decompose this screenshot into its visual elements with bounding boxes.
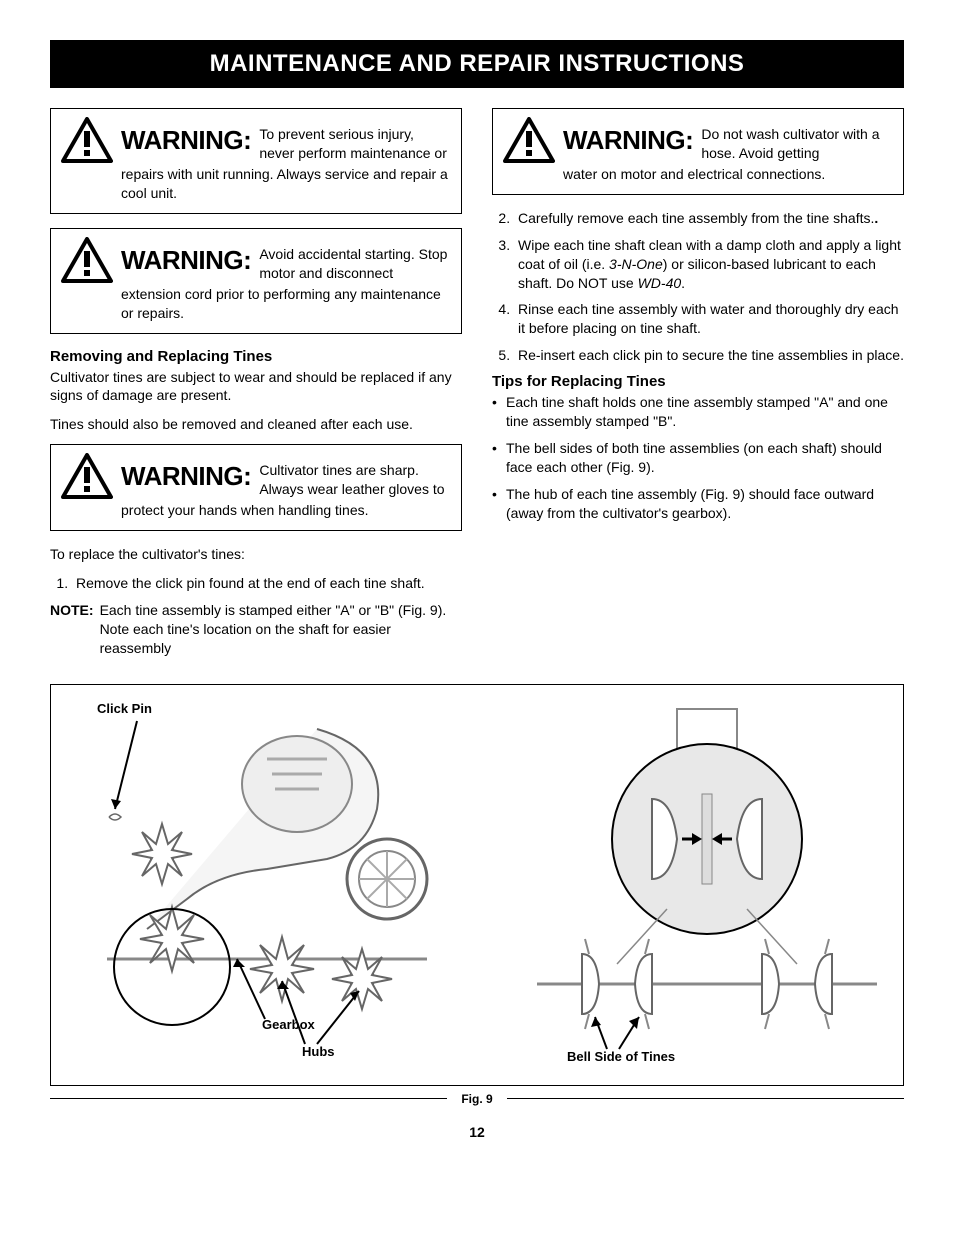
figure-9-box: Click Pin (50, 684, 904, 1086)
caption-rule (50, 1098, 447, 1099)
step-item: Re-insert each click pin to secure the t… (514, 346, 904, 365)
warning-triangle-icon (61, 117, 113, 163)
replace-intro: To replace the cultivator's tines: (50, 545, 462, 564)
figure-caption-row: Fig. 9 (50, 1092, 904, 1106)
step-item: Rinse each tine assembly with water and … (514, 300, 904, 338)
cultivator-illustration (67, 699, 467, 1069)
two-column-layout: WARNING: To prevent serious injury, neve… (50, 108, 904, 666)
tips-list: Each tine shaft holds one tine assembly … (492, 393, 904, 522)
warning-label: WARNING: (563, 117, 693, 158)
warning-text-cont: protect your hands when handling tines. (121, 501, 451, 520)
page-number: 12 (50, 1124, 904, 1140)
note-row: NOTE: Each tine assembly is stamped eith… (50, 601, 462, 658)
figure-right-panel: Bell Side of Tines (507, 699, 907, 1069)
warning-box-1: WARNING: To prevent serious injury, neve… (50, 108, 462, 214)
figure-left-panel: Click Pin (67, 699, 467, 1069)
warning-box-2: WARNING: Avoid accidental starting. Stop… (50, 228, 462, 334)
body-paragraph: Cultivator tines are subject to wear and… (50, 368, 462, 406)
warning-triangle-icon (503, 117, 555, 163)
section-heading-removing: Removing and Replacing Tines (50, 348, 462, 365)
label-bell-side: Bell Side of Tines (567, 1049, 675, 1064)
warning-text-cont: repairs with unit running. Always servic… (121, 165, 451, 203)
right-column: WARNING: Do not wash cultivator with a h… (492, 108, 904, 666)
warning-text-cont: extension cord prior to performing any m… (121, 285, 451, 323)
step-item: Wipe each tine shaft clean with a damp c… (514, 236, 904, 293)
warning-text: Avoid accidental starting. Stop motor an… (259, 237, 451, 283)
warning-label: WARNING: (121, 117, 251, 158)
tip-item: The hub of each tine assembly (Fig. 9) s… (492, 485, 904, 523)
tip-item: Each tine shaft holds one tine assembly … (492, 393, 904, 431)
warning-text: To prevent serious injury, never perform… (259, 117, 451, 163)
note-label: NOTE: (50, 601, 94, 658)
label-gearbox: Gearbox (262, 1017, 315, 1032)
caption-rule (507, 1098, 904, 1099)
label-hubs: Hubs (302, 1044, 335, 1059)
bell-side-illustration (507, 699, 907, 1069)
left-column: WARNING: To prevent serious injury, neve… (50, 108, 462, 666)
warning-triangle-icon (61, 453, 113, 499)
warning-text-cont: water on motor and electrical connection… (563, 165, 893, 184)
body-paragraph: Tines should also be removed and cleaned… (50, 415, 462, 434)
section-heading-tips: Tips for Replacing Tines (492, 373, 904, 390)
steps-list-right: Carefully remove each tine assembly from… (492, 209, 904, 365)
step-item: Remove the click pin found at the end of… (72, 574, 462, 593)
warning-box-4: WARNING: Do not wash cultivator with a h… (492, 108, 904, 195)
note-text: Each tine assembly is stamped either "A"… (100, 601, 462, 658)
step-item: Carefully remove each tine assembly from… (514, 209, 904, 228)
tip-item: The bell sides of both tine assemblies (… (492, 439, 904, 477)
warning-text: Do not wash cultivator with a hose. Avoi… (701, 117, 893, 163)
warning-text: Cultivator tines are sharp. Always wear … (259, 453, 451, 499)
warning-label: WARNING: (121, 237, 251, 278)
steps-list-left: Remove the click pin found at the end of… (50, 574, 462, 593)
figure-caption: Fig. 9 (447, 1092, 506, 1106)
warning-label: WARNING: (121, 453, 251, 494)
label-click-pin: Click Pin (97, 701, 152, 716)
warning-triangle-icon (61, 237, 113, 283)
page-title-bar: MAINTENANCE AND REPAIR INSTRUCTIONS (50, 40, 904, 88)
warning-box-3: WARNING: Cultivator tines are sharp. Alw… (50, 444, 462, 531)
